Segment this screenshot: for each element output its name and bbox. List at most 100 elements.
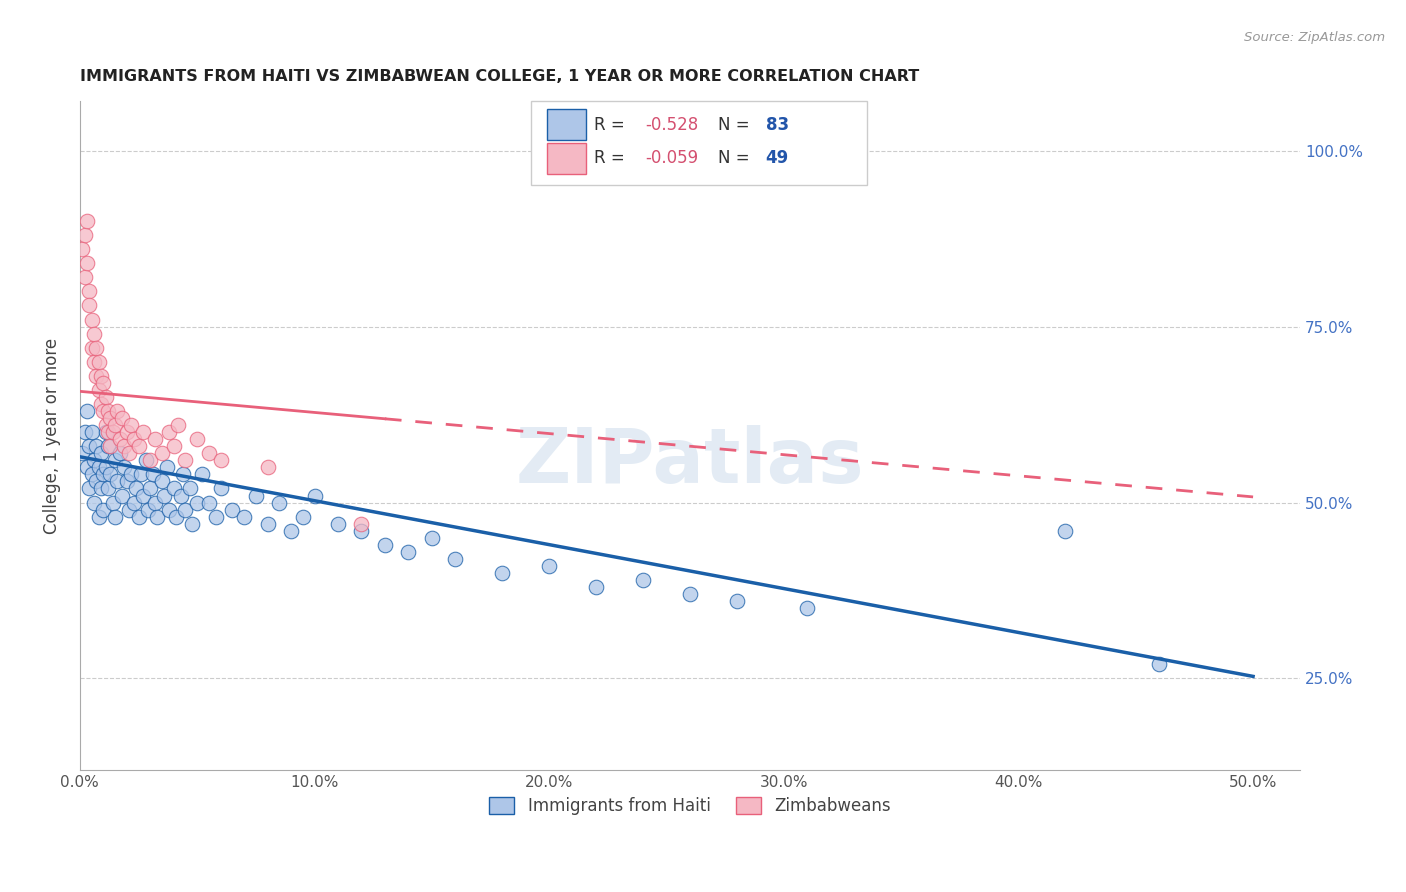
Point [135, 453, 157, 467]
Point [76, 460, 98, 475]
Point [94, 460, 117, 475]
Point [136, 502, 159, 516]
FancyBboxPatch shape [547, 110, 586, 140]
Point [77, 482, 100, 496]
Point [186, 495, 208, 509]
Point [97, 439, 120, 453]
Point [118, 502, 141, 516]
Text: IMMIGRANTS FROM HAITI VS ZIMBABWEAN COLLEGE, 1 YEAR OR MORE CORRELATION CHART: IMMIGRANTS FROM HAITI VS ZIMBABWEAN COLL… [80, 69, 920, 84]
Point [77, 439, 100, 453]
Point [97, 404, 120, 418]
Point [163, 439, 186, 453]
Y-axis label: College, 1 year or more: College, 1 year or more [44, 337, 60, 533]
Point [156, 460, 179, 475]
Point [174, 502, 197, 516]
Point [198, 495, 221, 509]
Point [796, 601, 818, 615]
Point [122, 495, 145, 509]
Point [83, 326, 105, 341]
Point [280, 524, 302, 538]
Point [118, 446, 141, 460]
Point [108, 446, 131, 460]
Point [97, 482, 120, 496]
Point [90, 446, 112, 460]
Point [107, 475, 129, 489]
Point [186, 432, 208, 446]
Point [100, 411, 122, 425]
Point [121, 418, 143, 433]
Point [725, 594, 748, 608]
Text: Source: ZipAtlas.com: Source: ZipAtlas.com [1244, 31, 1385, 45]
Point [101, 425, 124, 439]
Point [157, 425, 180, 439]
Point [172, 467, 194, 482]
Point [73, 425, 96, 439]
Point [87, 460, 110, 475]
Point [91, 467, 114, 482]
Point [139, 482, 162, 496]
Point [83, 453, 105, 467]
Text: N =: N = [718, 149, 755, 167]
Text: 83: 83 [766, 116, 789, 134]
Text: N =: N = [718, 116, 755, 134]
Point [80, 341, 103, 355]
Point [291, 509, 314, 524]
Point [107, 404, 129, 418]
Point [115, 425, 138, 439]
Point [111, 488, 134, 502]
Text: R =: R = [593, 149, 630, 167]
Point [90, 397, 112, 411]
Point [114, 460, 136, 475]
Point [269, 495, 291, 509]
Point [350, 524, 373, 538]
Text: ZIPatlas: ZIPatlas [516, 425, 865, 500]
Point [76, 256, 98, 270]
Point [104, 418, 127, 433]
Point [326, 516, 349, 531]
Point [170, 488, 193, 502]
Point [83, 495, 105, 509]
Point [167, 418, 190, 433]
Point [70, 446, 93, 460]
Point [104, 509, 127, 524]
Point [396, 545, 419, 559]
Point [157, 502, 180, 516]
Point [73, 228, 96, 243]
Point [679, 587, 702, 601]
Point [80, 312, 103, 326]
Point [631, 573, 654, 587]
Point [132, 425, 155, 439]
Point [128, 509, 150, 524]
Point [87, 509, 110, 524]
Point [128, 439, 150, 453]
Point [80, 425, 103, 439]
Point [150, 446, 173, 460]
Point [174, 453, 197, 467]
FancyBboxPatch shape [547, 143, 586, 174]
Point [83, 355, 105, 369]
Point [139, 453, 162, 467]
Point [1147, 657, 1170, 672]
Text: -0.059: -0.059 [645, 149, 697, 167]
Point [91, 376, 114, 390]
Point [91, 502, 114, 516]
Point [146, 509, 169, 524]
Point [142, 467, 165, 482]
Point [1054, 524, 1077, 538]
Point [181, 516, 204, 531]
Point [84, 475, 107, 489]
Text: 49: 49 [766, 149, 789, 167]
Point [84, 341, 107, 355]
Point [111, 411, 134, 425]
Point [94, 418, 117, 433]
Point [256, 460, 278, 475]
Point [245, 488, 267, 502]
Legend: Immigrants from Haiti, Zimbabweans: Immigrants from Haiti, Zimbabweans [482, 790, 897, 822]
Point [420, 531, 443, 545]
Point [153, 488, 176, 502]
Point [374, 538, 396, 552]
Point [163, 482, 186, 496]
Point [73, 270, 96, 285]
Point [97, 425, 120, 439]
Point [304, 488, 326, 502]
